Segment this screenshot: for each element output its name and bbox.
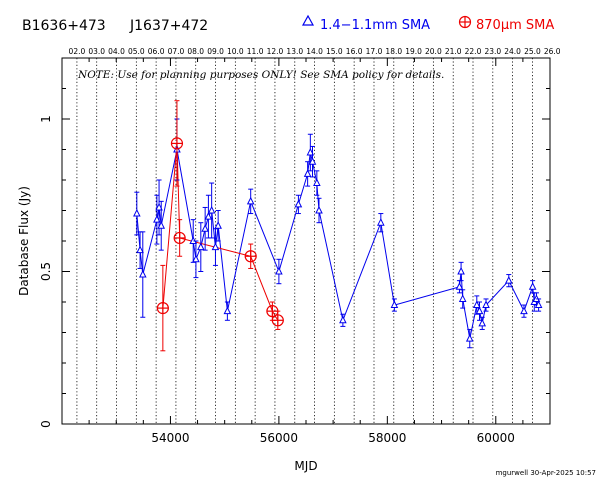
top-axis-label: 04.0	[108, 47, 125, 56]
top-axis-label: 09.0	[207, 47, 224, 56]
data-point	[455, 280, 464, 294]
data-point	[223, 301, 232, 321]
top-axis-label: 14.0	[306, 47, 323, 56]
data-point	[173, 219, 186, 257]
top-axis-label: 17.0	[366, 47, 383, 56]
data-point	[153, 194, 161, 245]
legend-triangle-icon	[301, 14, 315, 26]
legend-label-blue: 1.4−1.1mm SMA	[320, 18, 430, 33]
legend-circle-plus-icon	[458, 15, 472, 29]
top-axis-label: 02.0	[69, 47, 86, 56]
top-axis-label: 07.0	[168, 47, 185, 56]
alt-source-name: J1637+472	[129, 18, 208, 34]
top-axis-label: 12.0	[267, 47, 284, 56]
data-point	[534, 298, 543, 312]
data-point	[457, 261, 465, 282]
data-point	[157, 200, 166, 251]
data-point	[482, 298, 490, 312]
data-point	[244, 243, 257, 269]
top-axis-label: 11.0	[247, 47, 264, 56]
data-point	[214, 210, 222, 242]
x-tick-label: 54000	[151, 431, 189, 445]
x-axis-label: MJD	[294, 459, 317, 473]
top-axis-label: 23.0	[484, 47, 501, 56]
legend: 1.4−1.1mm SMA 870μm SMA	[301, 14, 554, 33]
data-point	[303, 161, 312, 187]
planning-note: NOTE: Use for planning purposes ONLY! Se…	[77, 69, 444, 81]
data-point	[211, 228, 220, 266]
y-tick-label: 0.5	[39, 262, 53, 281]
data-point	[271, 310, 284, 330]
top-axis-label: 08.0	[187, 47, 204, 56]
data-point	[196, 222, 205, 272]
y-tick-label: 0	[39, 420, 53, 428]
top-axis-labels: 02.0 03.0 04.0 05.0 06.0 07.0 08.0 09.0 10.0 11.0…	[69, 47, 561, 56]
top-axis-label: 26.0	[544, 47, 561, 56]
x-tick-label: 56000	[260, 431, 298, 445]
data-point	[246, 188, 255, 215]
top-axis-label: 20.0	[425, 47, 442, 56]
top-axis-label: 24.0	[504, 47, 521, 56]
data-point	[520, 304, 528, 318]
data-point	[377, 213, 385, 233]
top-axis-label: 18.0	[385, 47, 402, 56]
top-axis-label: 06.0	[148, 47, 165, 56]
top-axis-label: 15.0	[326, 47, 343, 56]
data-point	[308, 145, 317, 178]
data-point	[136, 231, 144, 269]
footer-stamp: mgurwell 30-Apr-2025 10:57	[496, 469, 596, 477]
x-axis: 54000 56000 58000 60000	[88, 58, 524, 445]
data-point	[390, 298, 399, 312]
data-point	[458, 289, 467, 309]
x-tick-label: 60000	[477, 431, 515, 445]
data-point	[133, 191, 141, 236]
top-axis-label: 22.0	[465, 47, 482, 56]
top-axis-label: 16.0	[346, 47, 363, 56]
y-axis-label: Database Flux (Jy)	[17, 186, 31, 296]
data-point	[275, 258, 283, 285]
data-point	[313, 170, 321, 196]
data-point	[465, 328, 474, 349]
data-point	[528, 280, 537, 294]
top-axis-label: 10.0	[227, 47, 244, 56]
top-axis-label: 21.0	[445, 47, 462, 56]
data-point	[478, 316, 487, 330]
source-name: B1636+473	[22, 18, 106, 34]
data-point	[339, 313, 347, 327]
data-point	[156, 264, 169, 352]
data-point	[204, 194, 213, 239]
top-axis-label: 19.0	[405, 47, 422, 56]
data-point	[472, 295, 481, 315]
top-axis-label: 25.0	[524, 47, 541, 56]
data-point	[315, 197, 323, 224]
x-tick-label: 58000	[368, 431, 406, 445]
data-point	[504, 274, 513, 288]
data-point	[138, 231, 147, 318]
data-point	[192, 240, 200, 279]
top-axis-label: 05.0	[128, 47, 145, 56]
y-axis: 00.51	[39, 88, 550, 428]
top-axis-label: 13.0	[286, 47, 303, 56]
data-point	[201, 206, 209, 251]
data-point	[294, 194, 303, 215]
data-point	[475, 301, 484, 321]
series-points	[133, 100, 543, 352]
legend-label-red: 870μm SMA	[476, 18, 554, 33]
data-point	[207, 182, 216, 239]
y-tick-label: 1	[39, 115, 53, 123]
top-axis-label: 03.0	[88, 47, 105, 56]
data-point	[170, 100, 184, 187]
data-point	[306, 133, 315, 172]
